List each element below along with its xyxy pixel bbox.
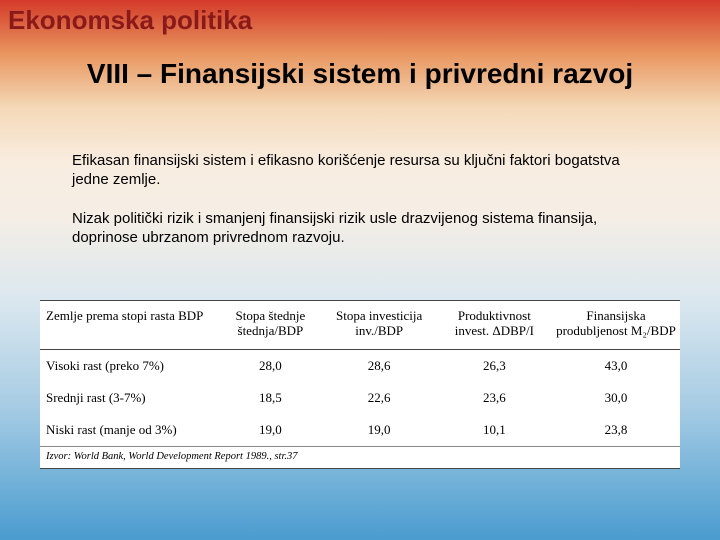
paragraph-1: Efikasan finansijski sistem i efikasno k… [72,152,660,190]
section-title: VIII – Finansijski sistem i privredni ra… [0,58,720,90]
cell-value: 23,8 [552,414,680,447]
table-row: Srednji rast (3-7%) 18,5 22,6 23,6 30,0 [40,382,680,414]
table-row: Visoki rast (preko 7%) 28,0 28,6 26,3 43… [40,349,680,382]
cell-label: Srednji rast (3-7%) [40,382,219,414]
cell-value: 22,6 [322,382,437,414]
data-table-container: Zemlje prema stopi rasta BDP Stopa štedn… [40,300,680,469]
col-header-financial: Finansijska produbljenost M₂/BDP [552,301,680,349]
paragraph-2: Nizak politički rizik i smanjenj finansi… [72,210,660,248]
cell-value: 19,0 [322,414,437,447]
col-header-savings: Stopa štednje štednja/BDP [219,301,321,349]
data-table: Zemlje prema stopi rasta BDP Stopa štedn… [40,301,680,469]
cell-value: 18,5 [219,382,321,414]
col-header-productivity: Produktivnost invest. ΔDBP/I [437,301,552,349]
col-header-investment: Stopa investicija inv./BDP [322,301,437,349]
cell-label: Visoki rast (preko 7%) [40,349,219,382]
cell-label: Niski rast (manje od 3%) [40,414,219,447]
cell-value: 28,6 [322,349,437,382]
table-source: Izvor: World Bank, World Development Rep… [40,446,680,468]
cell-value: 26,3 [437,349,552,382]
table-source-row: Izvor: World Bank, World Development Rep… [40,446,680,468]
page-title: Ekonomska politika [8,6,252,35]
slide: Ekonomska politika VIII – Finansijski si… [0,0,720,540]
cell-value: 19,0 [219,414,321,447]
table-row: Niski rast (manje od 3%) 19,0 19,0 10,1 … [40,414,680,447]
table-header-row: Zemlje prema stopi rasta BDP Stopa štedn… [40,301,680,349]
cell-value: 28,0 [219,349,321,382]
col-header-country: Zemlje prema stopi rasta BDP [40,301,219,349]
cell-value: 43,0 [552,349,680,382]
cell-value: 30,0 [552,382,680,414]
cell-value: 23,6 [437,382,552,414]
cell-value: 10,1 [437,414,552,447]
